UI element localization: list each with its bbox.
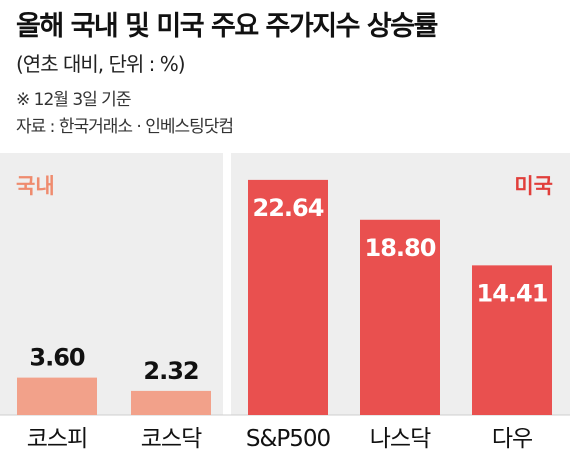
bar	[360, 219, 440, 415]
chart-title: 올해 국내 및 미국 주요 주가지수 상승률	[16, 11, 438, 42]
bar-value-label: 22.64	[253, 194, 324, 222]
category-label: 나스닥	[370, 426, 431, 452]
category-label: 다우	[492, 426, 532, 452]
domestic-panel	[0, 153, 223, 415]
chart-subtitle: (연초 대비, 단위 : %)	[16, 52, 186, 76]
date-note: ※ 12월 3일 기준	[16, 90, 131, 110]
category-label: 코스닥	[141, 426, 202, 452]
bar-value-label: 2.32	[143, 357, 198, 385]
bar-value-label: 14.41	[477, 279, 548, 307]
bar	[17, 377, 97, 415]
bar-value-label: 3.60	[29, 344, 85, 372]
domestic-group-label: 국내	[16, 174, 55, 198]
category-label: 코스피	[27, 426, 87, 452]
bar-value-label: 18.80	[365, 234, 436, 262]
category-label: S&P500	[246, 426, 331, 452]
bar	[131, 390, 211, 415]
source-note: 자료 : 한국거래소 · 인베스팅닷컴	[16, 117, 234, 137]
bars-layer: 3.60 코스피 2.32 코스닥 22.64 S&P500 18.80 나스닥 14.41 다우	[17, 179, 552, 452]
us-group-label: 미국	[514, 174, 553, 198]
bar	[472, 265, 552, 415]
bar	[248, 179, 328, 415]
